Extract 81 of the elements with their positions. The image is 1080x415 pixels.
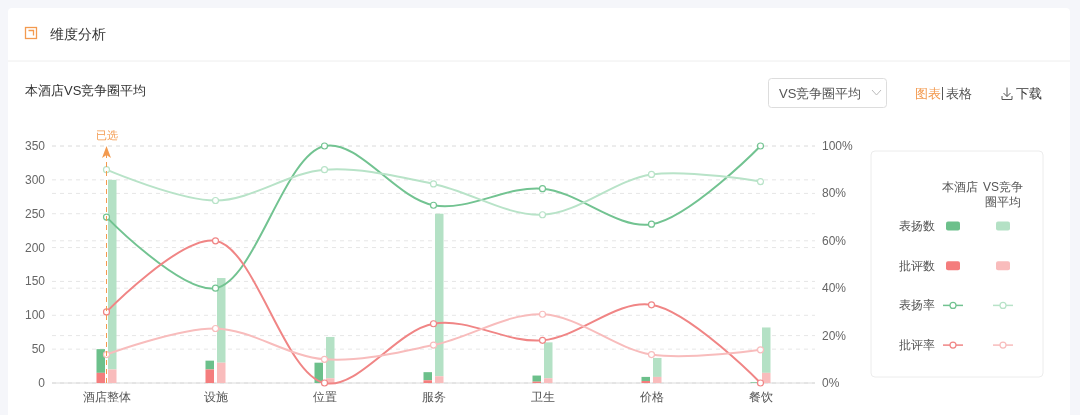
point <box>320 142 329 150</box>
legend-label: 批评数 <box>899 258 935 273</box>
bar <box>217 278 226 363</box>
bar <box>108 179 117 370</box>
text: VS竞争圈平均 <box>779 86 862 101</box>
y-tick-label: 200 <box>24 240 46 255</box>
bar <box>653 376 662 383</box>
ref-line-label: 已选 <box>95 129 118 141</box>
bar <box>217 362 226 383</box>
bar <box>653 357 662 377</box>
text: 下载 <box>1016 86 1042 101</box>
y-tick-label: 100 <box>24 308 46 323</box>
point <box>429 201 438 209</box>
y2-tick-label: 20% <box>822 328 847 343</box>
bar <box>544 342 553 379</box>
point <box>102 308 111 316</box>
x-tick-label: 设施 <box>203 390 228 404</box>
bar <box>762 372 771 383</box>
point <box>647 301 656 309</box>
point <box>211 196 220 205</box>
bar <box>423 380 432 383</box>
point <box>211 237 220 245</box>
bar <box>108 369 117 383</box>
bar <box>326 336 335 379</box>
point <box>756 346 765 354</box>
bar <box>762 327 771 373</box>
x-tick-label: 价格 <box>638 390 664 404</box>
bar <box>641 376 650 381</box>
x-tick-label: 酒店整体 <box>82 390 131 404</box>
point <box>538 211 547 219</box>
y2-tick-label: 100% <box>822 139 854 153</box>
y-tick-label: 300 <box>24 172 46 187</box>
text: 图表 <box>915 86 941 101</box>
point <box>647 350 656 359</box>
point <box>538 185 547 193</box>
bar <box>96 372 105 383</box>
point <box>320 379 329 387</box>
point <box>538 310 547 318</box>
bar <box>205 369 214 383</box>
x-tick-label: 服务 <box>421 390 446 404</box>
point <box>538 336 547 344</box>
y2-tick-label: 40% <box>822 281 847 296</box>
legend-label: 表扬率 <box>899 298 935 313</box>
y2-tick-label: 60% <box>822 233 847 248</box>
x-tick-label: 餐饮 <box>748 390 773 404</box>
point <box>429 320 438 328</box>
bar <box>435 376 444 383</box>
point <box>756 177 765 186</box>
y-tick-label: 0 <box>38 376 46 390</box>
legend-label: 批评率 <box>899 338 935 353</box>
point <box>756 142 765 150</box>
chart-title: 维度分析 <box>50 26 106 42</box>
point <box>429 341 438 349</box>
point <box>647 220 656 228</box>
y-tick-label: 250 <box>24 206 46 221</box>
text: 表格 <box>946 86 972 101</box>
text: VS竞争圈平均 <box>982 180 1024 209</box>
bar <box>641 380 650 383</box>
bar <box>96 349 105 373</box>
point <box>647 170 656 179</box>
x-tick-label: 位置 <box>312 390 337 404</box>
bar <box>532 375 541 382</box>
point <box>102 166 111 174</box>
point <box>211 284 220 292</box>
y2-tick-label: 80% <box>822 186 847 201</box>
y2-tick-label: 0% <box>822 376 840 390</box>
text: 本酒店 <box>942 180 978 194</box>
y-tick-label: 150 <box>24 274 46 289</box>
point <box>320 355 329 363</box>
chart-subtitle: 本酒店VS竞争圈平均 <box>25 83 147 98</box>
bar <box>435 213 444 377</box>
point <box>756 379 765 387</box>
point <box>320 166 329 174</box>
bar <box>423 372 432 381</box>
bar <box>544 378 553 383</box>
point <box>429 180 438 188</box>
legend-label: 表扬数 <box>899 219 935 233</box>
y-tick-label: 50 <box>31 342 46 357</box>
point <box>211 324 220 333</box>
x-tick-label: 卫生 <box>530 390 555 404</box>
y-tick-label: 350 <box>24 139 46 153</box>
